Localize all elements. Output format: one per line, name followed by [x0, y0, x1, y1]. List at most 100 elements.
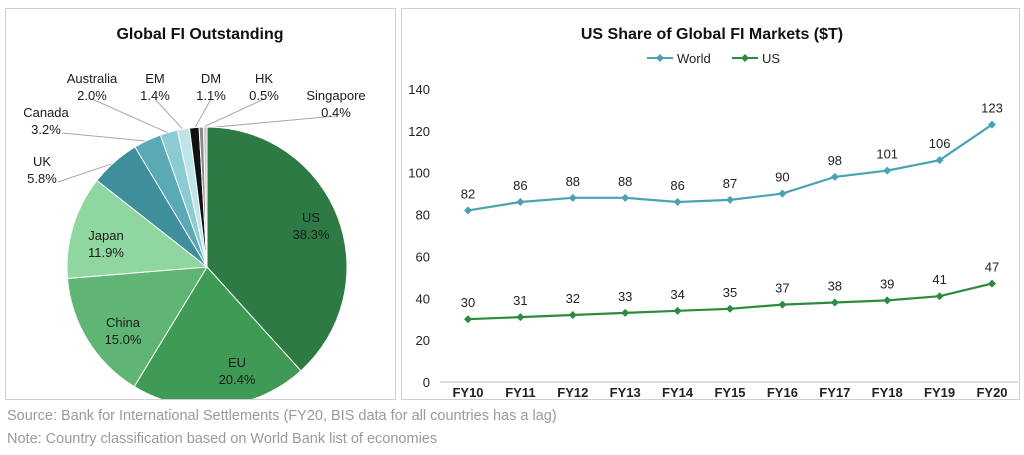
legend-label-us: US — [762, 51, 780, 66]
pie-label-japan: Japan — [88, 228, 123, 243]
data-label-us: 41 — [932, 272, 946, 287]
data-point-us — [988, 279, 996, 288]
data-label-world: 86 — [670, 178, 684, 193]
data-label-us: 31 — [513, 293, 527, 308]
data-point-world — [935, 156, 944, 165]
leader-line-dm — [193, 98, 212, 129]
leader-line-canada — [61, 132, 148, 142]
data-point-us — [621, 308, 630, 317]
data-label-world: 88 — [618, 174, 632, 189]
x-tick-label: FY14 — [662, 385, 694, 399]
pie-value-us: 38.3% — [293, 227, 330, 242]
pie-chart-panel: Global FI Outstanding US 38.3% EU 20.4% Chin… — [5, 8, 396, 408]
pie-slice-japan — [66, 179, 209, 279]
data-point-world — [516, 198, 525, 207]
x-tick-label: FY16 — [767, 385, 798, 399]
data-point-us — [516, 313, 525, 322]
legend-marker-world — [656, 54, 664, 62]
y-tick-label: 80 — [416, 208, 430, 223]
pie-value-singapore: 0.4% — [321, 105, 351, 120]
y-tick-label: 0 — [423, 375, 430, 390]
data-point-world — [778, 189, 787, 198]
y-tick-label: 20 — [416, 333, 430, 348]
y-tick-label: 140 — [408, 82, 430, 97]
data-label-world: 82 — [461, 186, 475, 201]
source-note: Source: Bank for International Settlemen… — [7, 408, 557, 424]
x-tick-label: FY19 — [924, 385, 955, 399]
data-label-us: 34 — [670, 287, 684, 302]
pie-label-eu: EU — [228, 355, 246, 370]
x-tick-label: FY15 — [714, 385, 745, 399]
data-point-world — [621, 193, 630, 202]
pie-label-us: US — [302, 210, 320, 225]
pie-slice-us — [206, 126, 348, 372]
data-point-us — [464, 315, 472, 324]
data-label-us: 33 — [618, 289, 632, 304]
pie-label-hk: HK — [255, 71, 273, 86]
line-chart: US Share of Global FI Markets ($T) World… — [408, 26, 1018, 400]
data-point-world — [673, 198, 682, 207]
data-point-world — [464, 206, 472, 215]
y-tick-label: 100 — [408, 166, 430, 181]
pie-label-dm: DM — [201, 71, 221, 86]
data-label-us: 37 — [775, 281, 789, 296]
y-tick-label: 60 — [416, 249, 430, 264]
leader-line-singapore — [205, 115, 337, 129]
leader-line-em — [154, 98, 184, 131]
data-label-world: 88 — [566, 174, 580, 189]
data-point-us — [568, 311, 577, 320]
data-label-world: 87 — [723, 176, 737, 191]
data-label-us: 30 — [461, 295, 475, 310]
pie-label-china: China — [106, 315, 141, 330]
data-point-world — [988, 120, 996, 129]
x-tick-label: FY13 — [610, 385, 641, 399]
x-tick-label: FY17 — [819, 385, 850, 399]
x-tick-label: FY18 — [872, 385, 903, 399]
pie-slice-singapore — [202, 126, 208, 268]
data-label-us: 38 — [828, 279, 842, 294]
pie-value-canada: 3.2% — [31, 122, 61, 137]
pie-value-japan: 11.9% — [88, 245, 124, 260]
data-point-us — [673, 306, 682, 315]
pie-value-dm: 1.1% — [196, 88, 226, 103]
data-point-us — [830, 298, 839, 307]
pie-label-canada: Canada — [23, 105, 69, 120]
data-point-us — [935, 292, 944, 301]
pie-label-singapore: Singapore — [306, 88, 365, 103]
pie-value-china: 15.0% — [105, 332, 142, 347]
data-label-us: 39 — [880, 276, 894, 291]
data-label-world: 101 — [876, 147, 898, 162]
y-tick-label: 40 — [416, 291, 430, 306]
line-chart-title: US Share of Global FI Markets ($T) — [581, 26, 843, 43]
pie-value-em: 1.4% — [140, 88, 170, 103]
data-label-world: 123 — [981, 101, 1003, 116]
pie-value-australia: 2.0% — [77, 88, 107, 103]
leader-line-hk — [201, 98, 265, 129]
line-chart-panel: US Share of Global FI Markets ($T) World… — [401, 8, 1020, 400]
y-tick-label: 120 — [408, 124, 430, 139]
data-label-us: 47 — [985, 260, 999, 275]
data-point-us — [778, 300, 787, 309]
pie-chart-title: Global FI Outstanding — [116, 26, 283, 43]
x-tick-label: FY10 — [452, 385, 483, 399]
pie-value-hk: 0.5% — [249, 88, 279, 103]
pie-chart: Global FI Outstanding US 38.3% EU 20.4% Chin… — [23, 26, 366, 408]
data-point-us — [726, 304, 734, 313]
x-tick-label: FY20 — [976, 385, 1007, 399]
x-tick-label: FY11 — [505, 385, 535, 399]
leader-line-uk — [57, 162, 116, 183]
classification-note: Note: Country classification based on Wo… — [7, 431, 438, 447]
data-point-world — [568, 193, 577, 202]
legend-label-world: World — [677, 51, 711, 66]
leader-line-australia — [91, 98, 170, 134]
pie-label-australia: Australia — [67, 71, 118, 86]
data-label-us: 32 — [566, 291, 580, 306]
data-label-world: 90 — [775, 170, 789, 185]
data-point-world — [726, 195, 734, 204]
legend-marker-us — [741, 54, 749, 62]
data-point-world — [883, 166, 892, 175]
data-point-world — [830, 172, 839, 181]
pie-label-em: EM — [145, 71, 165, 86]
data-label-world: 86 — [513, 178, 527, 193]
data-label-world: 106 — [929, 136, 951, 151]
